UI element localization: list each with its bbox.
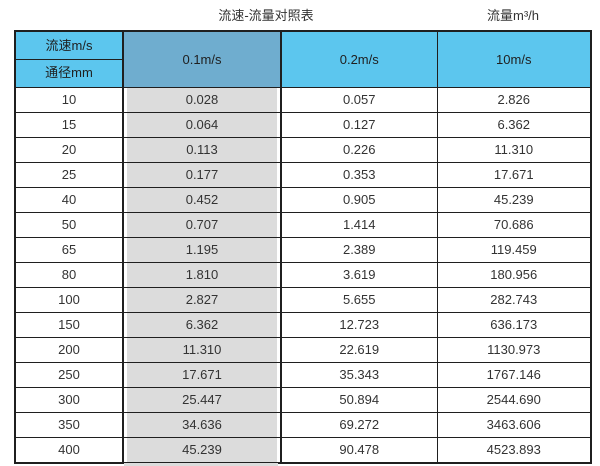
flow-value-cell: 45.239 (122, 436, 282, 464)
flow-value-cell: 11.310 (436, 136, 592, 163)
table-row: 80 1.810 3.619 180.956 (14, 261, 592, 288)
flow-value-cell: 2.826 (436, 86, 592, 113)
flow-value-cell: 3463.606 (436, 411, 592, 438)
table-row: 25 0.177 0.353 17.671 (14, 161, 592, 188)
flow-value-cell: 50.894 (280, 386, 438, 413)
flow-value-cell: 0.353 (280, 161, 438, 188)
flow-value-cell: 34.636 (122, 411, 282, 438)
velocity-axis-label: 流速m/s (16, 32, 122, 61)
diameter-cell: 15 (14, 111, 124, 138)
page-title: 流速-流量对照表 (218, 8, 314, 23)
flow-value-cell: 6.362 (122, 311, 282, 338)
column-header-0-1ms: 0.1m/s (122, 30, 282, 88)
flow-comparison-table: 流速m/s 通径mm 0.1m/s 0.2m/s 10m/s 10 0.028 0.… (14, 30, 592, 464)
diameter-cell: 65 (14, 236, 124, 263)
diameter-cell: 10 (14, 86, 124, 113)
flow-value-cell: 180.956 (436, 261, 592, 288)
flow-value-cell: 17.671 (122, 361, 282, 388)
flow-value-cell: 70.686 (436, 211, 592, 238)
flow-table-header: 流速m/s 通径mm 0.1m/s 0.2m/s 10m/s (14, 30, 592, 88)
titlebar: 流速-流量对照表 流量m³/h (0, 0, 600, 30)
diameter-cell: 25 (14, 161, 124, 188)
flow-value-cell: 1130.973 (436, 336, 592, 363)
flow-value-cell: 11.310 (122, 336, 282, 363)
flow-value-cell: 0.057 (280, 86, 438, 113)
table-row: 100 2.827 5.655 282.743 (14, 286, 592, 313)
flow-value-cell: 0.226 (280, 136, 438, 163)
diameter-cell: 400 (14, 436, 124, 464)
diameter-cell: 80 (14, 261, 124, 288)
diameter-axis-label: 通径mm (45, 65, 93, 81)
flow-value-cell: 45.239 (436, 186, 592, 213)
table-row: 250 17.671 35.343 1767.146 (14, 361, 592, 388)
flow-value-cell: 2.389 (280, 236, 438, 263)
flow-value-cell: 282.743 (436, 286, 592, 313)
flow-value-cell: 0.905 (280, 186, 438, 213)
flow-value-cell: 1.414 (280, 211, 438, 238)
diameter-cell: 50 (14, 211, 124, 238)
diameter-cell: 300 (14, 386, 124, 413)
flow-value-cell: 636.173 (436, 311, 592, 338)
flow-value-cell: 0.177 (122, 161, 282, 188)
diameter-cell: 200 (14, 336, 124, 363)
flow-unit-label: 流量m³/h (487, 8, 540, 23)
table-row: 200 11.310 22.619 1130.973 (14, 336, 592, 363)
flow-value-cell: 0.113 (122, 136, 282, 163)
diameter-cell: 150 (14, 311, 124, 338)
table-row: 15 0.064 0.127 6.362 (14, 111, 592, 138)
table-row: 350 34.636 69.272 3463.606 (14, 411, 592, 438)
flow-value-cell: 3.619 (280, 261, 438, 288)
table-row: 10 0.028 0.057 2.826 (14, 86, 592, 113)
table-row: 40 0.452 0.905 45.239 (14, 186, 592, 213)
flow-value-cell: 12.723 (280, 311, 438, 338)
corner-header-cell: 流速m/s 通径mm (14, 30, 124, 88)
table-row: 150 6.362 12.723 636.173 (14, 311, 592, 338)
flow-value-cell: 0.064 (122, 111, 282, 138)
flow-value-cell: 6.362 (436, 111, 592, 138)
flow-value-cell: 2.827 (122, 286, 282, 313)
flow-value-cell: 0.127 (280, 111, 438, 138)
table-row: 20 0.113 0.226 11.310 (14, 136, 592, 163)
flow-value-cell: 0.028 (122, 86, 282, 113)
flow-value-cell: 90.478 (280, 436, 438, 464)
flow-value-cell: 17.671 (436, 161, 592, 188)
diameter-cell: 40 (14, 186, 124, 213)
diameter-cell: 100 (14, 286, 124, 313)
flow-value-cell: 5.655 (280, 286, 438, 313)
flow-value-cell: 0.707 (122, 211, 282, 238)
flow-value-cell: 1.810 (122, 261, 282, 288)
header-row: 流速m/s 通径mm 0.1m/s 0.2m/s 10m/s (14, 30, 592, 88)
flow-value-cell: 69.272 (280, 411, 438, 438)
column-header-0-2ms: 0.2m/s (280, 30, 438, 88)
flow-table-body: 10 0.028 0.057 2.826 15 0.064 0.127 6.362 20 0.11… (14, 86, 592, 464)
gray-column-overhang (124, 463, 278, 466)
flow-value-cell: 35.343 (280, 361, 438, 388)
flow-value-cell: 1.195 (122, 236, 282, 263)
table-row: 50 0.707 1.414 70.686 (14, 211, 592, 238)
table-row: 400 45.239 90.478 4523.893 (14, 436, 592, 464)
table-row: 65 1.195 2.389 119.459 (14, 236, 592, 263)
flow-value-cell: 22.619 (280, 336, 438, 363)
diameter-cell: 250 (14, 361, 124, 388)
flow-value-cell: 2544.690 (436, 386, 592, 413)
flow-value-cell: 25.447 (122, 386, 282, 413)
column-header-10ms: 10m/s (436, 30, 592, 88)
flow-value-cell: 4523.893 (436, 436, 592, 464)
table-row: 300 25.447 50.894 2544.690 (14, 386, 592, 413)
flow-value-cell: 119.459 (436, 236, 592, 263)
flow-value-cell: 0.452 (122, 186, 282, 213)
flow-value-cell: 1767.146 (436, 361, 592, 388)
diameter-cell: 20 (14, 136, 124, 163)
diameter-cell: 350 (14, 411, 124, 438)
